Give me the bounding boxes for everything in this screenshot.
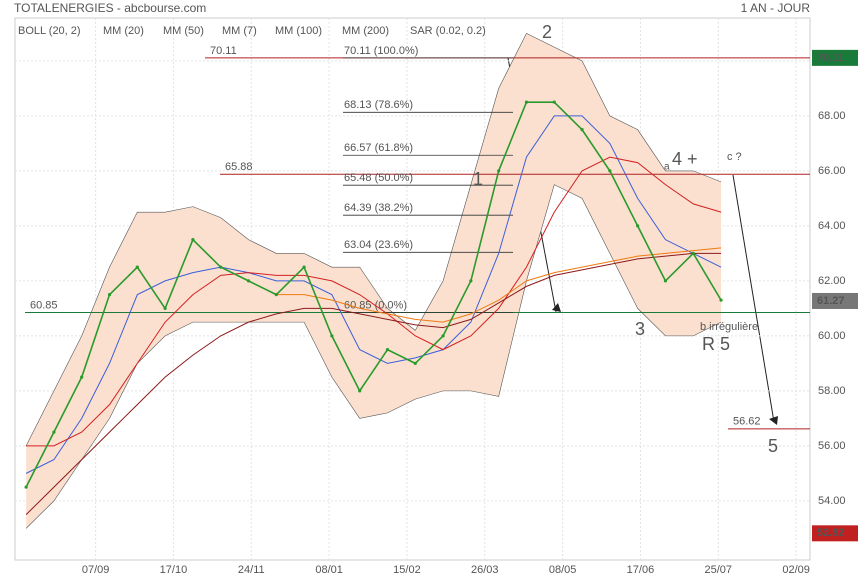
- fib-label: 68.13 (78.6%): [344, 99, 413, 111]
- price-point: [580, 128, 584, 132]
- bollinger-fill: [26, 33, 722, 529]
- level-label: 70.11: [210, 45, 237, 57]
- period: 1 AN - JOUR: [741, 1, 811, 15]
- price-point: [719, 298, 723, 302]
- arrow: [732, 174, 775, 423]
- legend-entry: MM (7): [222, 25, 257, 37]
- level-label: 65.88: [225, 161, 253, 173]
- x-tick-label: 02/09: [782, 564, 810, 576]
- legend-entry: MM (200): [342, 25, 389, 37]
- x-tick-label: 26/03: [471, 564, 499, 576]
- y-tick-label: 62.00: [818, 275, 846, 287]
- price-point: [80, 375, 84, 379]
- y-tick-label: 58.00: [818, 385, 846, 397]
- x-tick-label: 08/05: [549, 564, 577, 576]
- price-point: [330, 334, 334, 338]
- x-tick-label: 25/07: [705, 564, 733, 576]
- legend-entry: MM (50): [163, 25, 204, 37]
- price-tag-label: 52.82: [817, 527, 845, 539]
- price-point: [302, 265, 306, 269]
- x-tick-label: 17/06: [627, 564, 655, 576]
- price-tag: [812, 292, 858, 309]
- price-point: [524, 100, 529, 104]
- level-label: 56.62: [733, 416, 761, 428]
- price-tag: [812, 525, 858, 542]
- price-line: [25, 101, 722, 488]
- price-point: [52, 430, 56, 434]
- price-tag: [812, 49, 858, 66]
- wave-label: b irrégulière: [700, 321, 758, 333]
- arrow-head: [552, 303, 561, 312]
- ma-line: [26, 156, 722, 447]
- price-point: [497, 169, 501, 173]
- ma-line: [25, 115, 722, 474]
- price-point: [24, 485, 28, 489]
- wave-label: R 5: [702, 334, 730, 354]
- x-tick-label: 08/01: [315, 564, 343, 576]
- y-tick-label: 64.00: [818, 220, 846, 232]
- ma-line: [276, 247, 722, 323]
- price-point: [413, 361, 417, 365]
- x-tick-label: 07/09: [82, 564, 110, 576]
- wave-label: c ?: [727, 151, 742, 163]
- legend-entry: SAR (0.02, 0.2): [410, 25, 486, 37]
- price-point: [636, 224, 640, 228]
- fib-label: 63.04 (23.6%): [344, 239, 413, 251]
- y-tick-label: 56.00: [818, 440, 846, 452]
- fib-label: 70.11 (100.0%): [344, 45, 418, 57]
- wave-label: 2: [542, 22, 552, 42]
- fib-label: 65.48 (50.0%): [344, 172, 413, 184]
- price-point: [663, 279, 668, 283]
- arrow-head: [769, 416, 778, 425]
- fib-label: 66.57 (61.8%): [344, 142, 413, 154]
- price-point: [163, 306, 167, 310]
- price-point: [191, 238, 195, 242]
- price-point: [107, 293, 112, 297]
- bollinger-lower: [25, 184, 722, 529]
- wave-label: a: [664, 162, 670, 173]
- price-tag-label: 61.27: [817, 295, 845, 307]
- price-point: [469, 279, 473, 283]
- y-tick-label: 54.00: [818, 495, 846, 507]
- price-point: [219, 265, 223, 269]
- price-point: [135, 265, 139, 269]
- wave-label: 1: [473, 169, 483, 189]
- level-label: 60.85: [30, 299, 58, 311]
- price-point: [358, 389, 362, 393]
- y-tick-label: 66.00: [818, 165, 846, 177]
- price-point: [608, 169, 612, 173]
- price-point: [552, 100, 556, 104]
- price-tag-label: 70.11: [817, 52, 844, 64]
- x-tick-label: 17/10: [160, 564, 188, 576]
- y-tick-label: 60.00: [818, 330, 846, 342]
- x-tick-label: 24/11: [238, 564, 265, 576]
- y-tick-label: 68.00: [818, 110, 846, 122]
- chart-title: TOTALENERGIES - abcbourse.com: [14, 1, 206, 15]
- wave-label: 5: [768, 436, 778, 456]
- price-point: [274, 293, 278, 297]
- fib-label: 64.39 (38.2%): [344, 202, 413, 214]
- price-point: [441, 334, 445, 338]
- x-tick-label: 15/02: [393, 564, 421, 576]
- legend-entry: MM (100): [275, 25, 322, 37]
- price-point: [385, 348, 390, 352]
- bollinger-upper: [25, 32, 722, 447]
- ma-line: [25, 252, 722, 515]
- legend-entry: MM (20): [103, 25, 144, 37]
- price-point: [691, 251, 695, 255]
- wave-label: 3: [635, 319, 645, 339]
- price-point: [246, 279, 251, 283]
- legend-entry: BOLL (20, 2): [18, 25, 81, 37]
- wave-label: 4 +: [672, 149, 698, 169]
